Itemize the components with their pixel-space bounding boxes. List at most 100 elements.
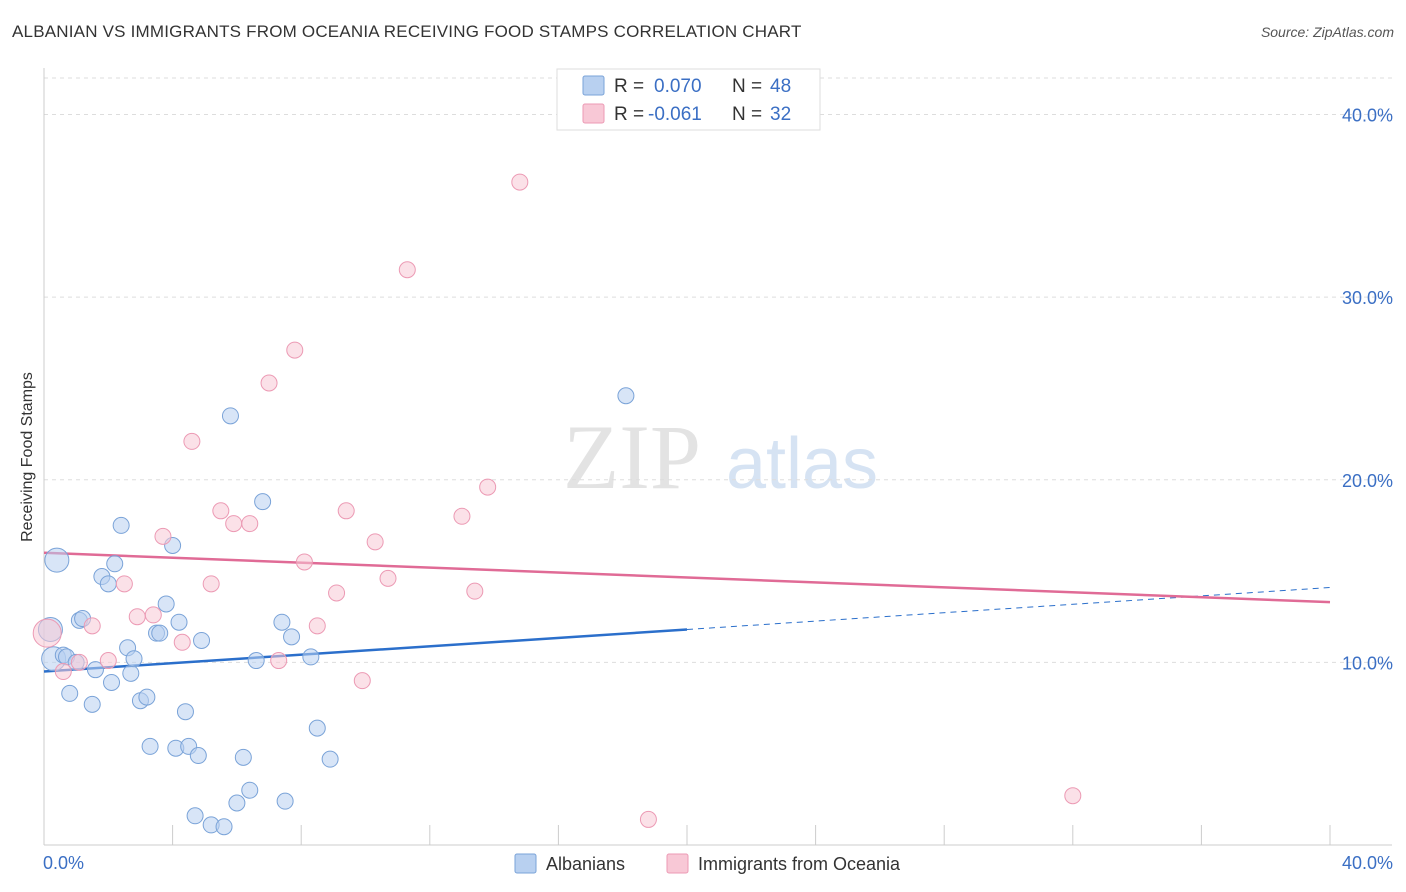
albanians-point [215,818,233,836]
albanians-point [138,688,156,706]
oceania-point [466,582,484,600]
oceania-point [353,672,371,690]
oceania-point [128,608,146,626]
gridlines [44,77,1392,663]
bottom-legend-oceania: Immigrants from Oceania [698,854,901,874]
oceania-point [70,653,88,671]
series-legend: Albanians Immigrants from Oceania [514,853,901,874]
trend-lines [43,551,1331,673]
oceania-point [202,575,220,593]
oceania-point [32,618,62,648]
oceania-point [379,569,397,587]
albanians-point [276,792,294,810]
albanians-point [176,703,194,721]
bottom-legend-swatch-oceania [666,853,689,874]
albanians-point [321,750,339,768]
oceania-point [639,810,657,828]
legend-n-label: N = [732,76,762,97]
albanians-point [125,650,143,668]
albanians-point [254,493,272,511]
albanians-point [106,555,124,573]
y-tick-labels: 10.0% 20.0% 30.0% 40.0% [1342,106,1393,674]
watermark-atlas: atlas [726,424,878,504]
albanians-trend-line [43,628,688,673]
oceania-point [286,341,304,359]
oceania-point [115,575,133,593]
oceania-point [241,515,259,533]
albanians-point [99,575,117,593]
correlation-legend: R = 0.070 N = 48 R = -0.061 N = 32 [556,68,821,131]
legend-r-value: 0.070 [654,76,702,97]
albanians-point [112,516,130,534]
x-tick-label: 0.0% [43,853,84,873]
albanians-point [302,648,320,666]
oceania-point [479,478,497,496]
oceania-point [270,652,288,670]
albanians-point [308,719,326,737]
oceania-point [308,617,326,635]
bottom-legend-swatch-albanians [514,853,537,874]
albanians-point [189,747,207,765]
albanians-point [170,613,188,631]
oceania-point [295,553,313,571]
bottom-legend-albanians: Albanians [546,854,625,874]
albanians-point [283,628,301,646]
albanians-trend-extension [686,587,1331,631]
albanians-point [234,748,252,766]
albanians-point [83,695,101,713]
oceania-point [260,374,278,392]
albanians-point [228,794,246,812]
watermark-zip: ZIP [563,406,701,508]
legend-n-value: 48 [770,76,791,97]
albanians-points [37,387,635,836]
legend-n-value: 32 [770,104,791,125]
legend-swatch-albanians [582,75,605,96]
axes [43,68,1392,846]
y-tick-label: 20.0% [1342,471,1393,491]
oceania-point [1064,787,1082,805]
chart-title: ALBANIAN VS IMMIGRANTS FROM OCEANIA RECE… [12,22,802,41]
oceania-point [183,432,201,450]
y-tick-label: 40.0% [1342,106,1393,126]
oceania-point [337,502,355,520]
oceania-point [366,533,384,551]
oceania-point [453,507,471,525]
legend-n-label: N = [732,104,762,125]
y-tick-label: 10.0% [1342,653,1393,673]
albanians-point [273,613,291,631]
oceania-point [173,633,191,651]
albanians-point [193,631,211,649]
legend-r-label: R = [614,76,644,97]
y-tick-label: 30.0% [1342,288,1393,308]
oceania-point [328,584,346,602]
oceania-point [54,663,72,681]
albanians-point [86,661,104,679]
albanians-point [247,652,265,670]
albanians-point [157,595,175,613]
oceania-point [144,606,162,624]
albanians-point [151,624,169,642]
albanians-point [122,664,140,682]
oceania-point [225,515,243,533]
albanians-point [61,684,79,702]
x-tick-label: 40.0% [1342,853,1393,873]
source-label: Source: ZipAtlas.com [1260,24,1394,40]
albanians-point [44,547,70,573]
oceania-point [83,617,101,635]
oceania-point [511,173,529,191]
albanians-point [617,387,635,405]
albanians-point [241,781,259,799]
albanians-point [103,673,121,691]
legend-r-label: R = [614,104,644,125]
oceania-point [154,527,172,545]
legend-swatch-oceania [582,103,605,124]
oceania-point [99,652,117,670]
albanians-point [221,407,239,425]
x-tick-labels: 0.0% 40.0% [43,853,1393,873]
albanians-point [141,737,159,755]
oceania-point [398,261,416,279]
oceania-points [32,173,1082,828]
oceania-point [212,502,230,520]
albanians-point [186,807,204,825]
